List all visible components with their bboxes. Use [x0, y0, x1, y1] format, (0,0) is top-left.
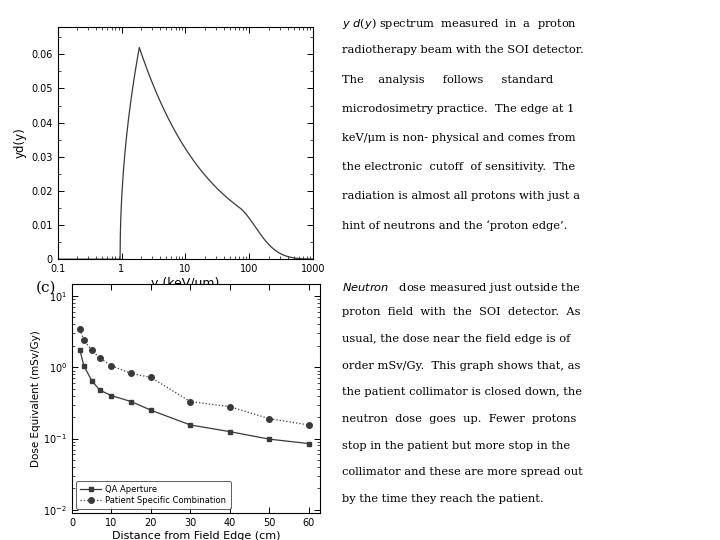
Text: usual, the dose near the field edge is of: usual, the dose near the field edge is o… — [342, 334, 570, 344]
Patient Specific Combination — [107, 362, 116, 369]
Patient Specific Combination — [76, 326, 84, 333]
QA Aperture — [107, 393, 116, 399]
Text: the electronic  cutoff  of sensitivity.  The: the electronic cutoff of sensitivity. Th… — [342, 162, 575, 172]
Text: the patient collimator is closed down, the: the patient collimator is closed down, t… — [342, 387, 582, 397]
Patient Specific Combination — [305, 422, 313, 428]
Y-axis label: Dose Equivalent (mSv/Gy): Dose Equivalent (mSv/Gy) — [30, 330, 40, 467]
Patient Specific Combination — [87, 347, 96, 353]
Text: radiation is almost all protons with just a: radiation is almost all protons with jus… — [342, 191, 580, 201]
QA Aperture — [305, 440, 313, 447]
QA Aperture — [76, 347, 84, 353]
Line: QA Aperture: QA Aperture — [78, 348, 311, 446]
Legend: QA Aperture, Patient Specific Combination: QA Aperture, Patient Specific Combinatio… — [76, 481, 230, 509]
Text: radiotherapy beam with the SOI detector.: radiotherapy beam with the SOI detector. — [342, 45, 584, 56]
Patient Specific Combination — [225, 403, 234, 410]
Patient Specific Combination — [147, 374, 156, 381]
Text: neutron  dose  goes  up.  Fewer  protons: neutron dose goes up. Fewer protons — [342, 414, 577, 424]
QA Aperture — [225, 428, 234, 435]
Text: $\it{y}$ $\it{d}$($\it{y}$) spectrum  measured  in  a  proton: $\it{y}$ $\it{d}$($\it{y}$) spectrum mea… — [342, 16, 577, 31]
Patient Specific Combination — [127, 370, 135, 377]
Text: order mSv/Gy.  This graph shows that, as: order mSv/Gy. This graph shows that, as — [342, 361, 580, 371]
Patient Specific Combination — [79, 337, 88, 343]
Text: microdosimetry practice.  The edge at 1: microdosimetry practice. The edge at 1 — [342, 104, 575, 114]
Patient Specific Combination — [186, 399, 194, 405]
Text: proton  field  with  the  SOI  detector.  As: proton field with the SOI detector. As — [342, 307, 580, 318]
X-axis label: y (keV/μm): y (keV/μm) — [151, 277, 220, 290]
QA Aperture — [265, 436, 274, 442]
X-axis label: Distance from Field Edge (cm): Distance from Field Edge (cm) — [112, 531, 281, 540]
Text: collimator and these are more spread out: collimator and these are more spread out — [342, 467, 582, 477]
QA Aperture — [186, 422, 194, 428]
Text: by the time they reach the patient.: by the time they reach the patient. — [342, 494, 544, 504]
Y-axis label: yd(y): yd(y) — [14, 128, 27, 158]
Text: stop in the patient but more stop in the: stop in the patient but more stop in the — [342, 441, 570, 451]
QA Aperture — [127, 399, 135, 405]
Line: Patient Specific Combination: Patient Specific Combination — [77, 327, 311, 428]
Text: The    analysis     follows     standard: The analysis follows standard — [342, 75, 553, 85]
QA Aperture — [147, 407, 156, 414]
Text: $\it{Neutron}$   dose measured just outside the: $\it{Neutron}$ dose measured just outsid… — [342, 281, 580, 295]
Text: keV/μm is non- physical and comes from: keV/μm is non- physical and comes from — [342, 133, 575, 143]
Patient Specific Combination — [95, 355, 104, 361]
Text: (c): (c) — [36, 281, 56, 295]
Text: hint of neutrons and the ‘proton edge’.: hint of neutrons and the ‘proton edge’. — [342, 220, 567, 231]
QA Aperture — [87, 377, 96, 384]
QA Aperture — [79, 362, 88, 369]
Patient Specific Combination — [265, 415, 274, 422]
QA Aperture — [95, 387, 104, 393]
